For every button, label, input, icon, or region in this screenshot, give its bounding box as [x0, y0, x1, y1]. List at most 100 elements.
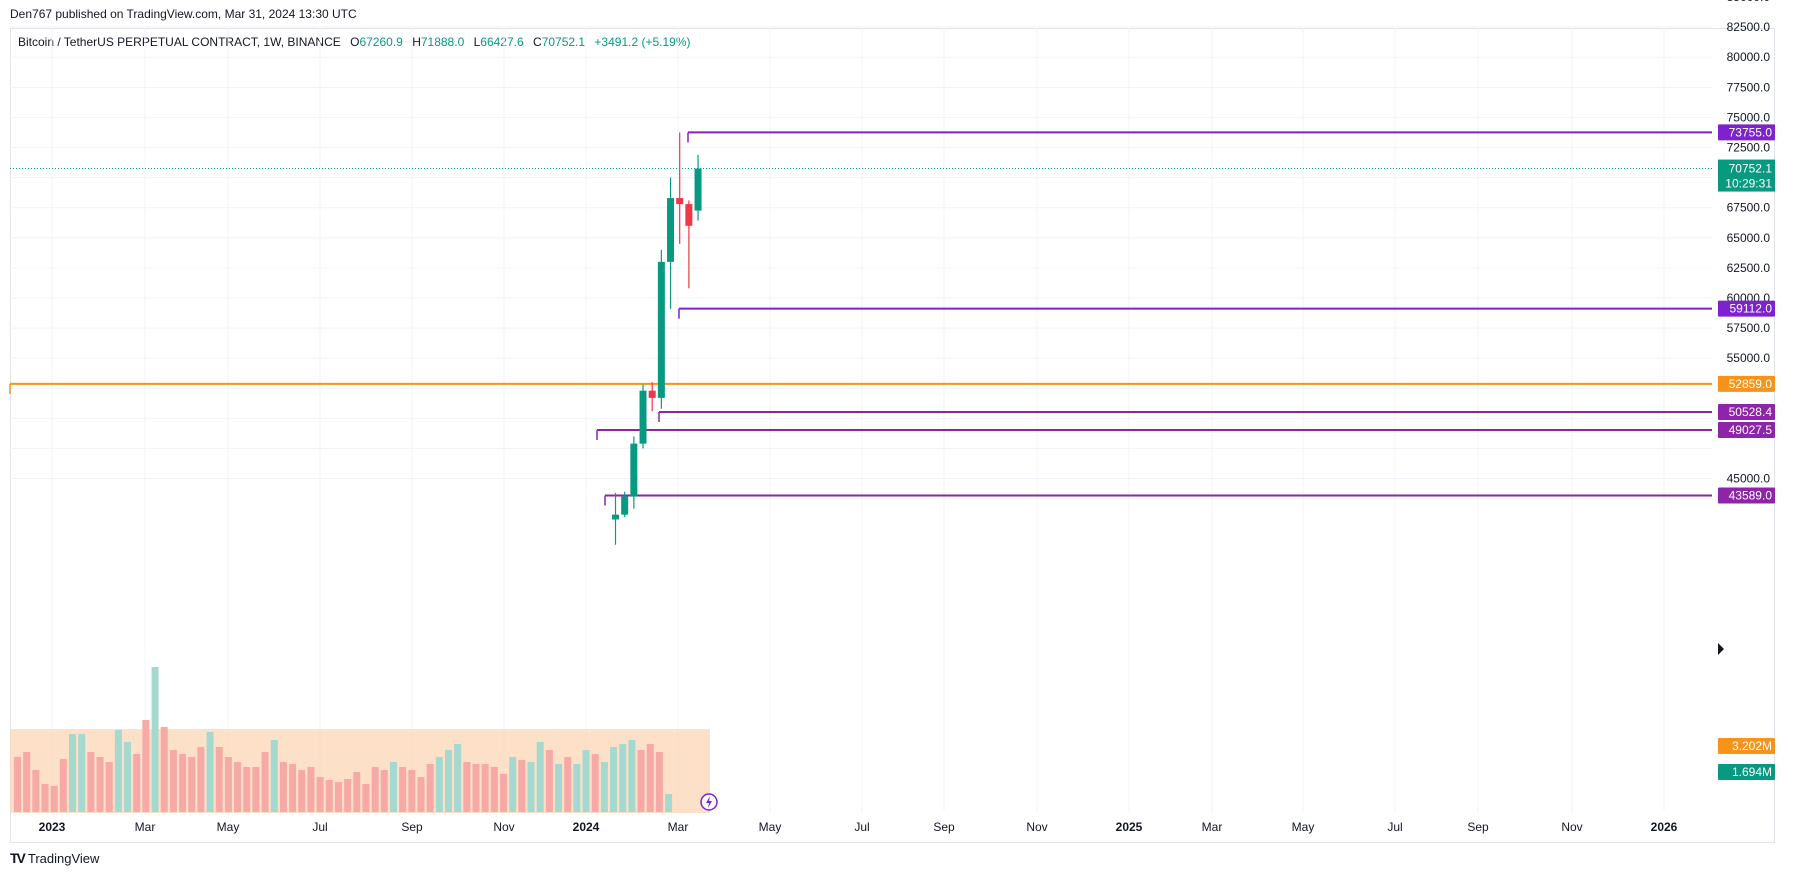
volume-bar: [298, 770, 306, 812]
candle-body[interactable]: [612, 514, 620, 520]
volume-bar: [490, 767, 498, 812]
level-badge-bg[interactable]: [1718, 487, 1775, 504]
level-badge: 43589.0: [1729, 489, 1773, 503]
volume-bar: [389, 762, 397, 812]
volume-bar: [105, 762, 113, 812]
volume-bar: [353, 772, 361, 812]
level-badge-bg[interactable]: [1718, 300, 1775, 317]
candle-body[interactable]: [694, 168, 702, 211]
y-tick-label: 62500.0: [1727, 261, 1771, 275]
candle-body[interactable]: [657, 261, 665, 398]
level-badge: 52859.0: [1729, 377, 1773, 391]
high-value: 71888.0: [420, 35, 465, 49]
volume-bar: [151, 667, 159, 812]
volume-bar: [23, 752, 31, 812]
axis-marker-icon[interactable]: [1718, 643, 1724, 655]
level-badge: 73755.0: [1729, 125, 1773, 139]
x-tick-label: Mar: [1202, 820, 1223, 834]
volume-bar: [279, 762, 287, 812]
volume-bar: [206, 732, 214, 812]
y-tick-label: 82500.0: [1727, 20, 1771, 34]
y-tick-label: 77500.0: [1727, 80, 1771, 94]
candle-body[interactable]: [621, 496, 629, 515]
volume-bar: [417, 777, 425, 812]
volume-bar: [270, 740, 278, 812]
volume-bar: [32, 770, 40, 812]
y-tick-label: 72500.0: [1727, 141, 1771, 155]
volume-bar: [188, 757, 196, 812]
level-badge-bg[interactable]: [1718, 422, 1775, 439]
candle-body[interactable]: [685, 204, 693, 226]
volume-bar: [555, 764, 563, 812]
x-tick-label: Sep: [1467, 820, 1489, 834]
x-tick-label: Jul: [312, 820, 327, 834]
x-tick-label: Nov: [1561, 820, 1582, 834]
x-tick-label: Mar: [668, 820, 689, 834]
candle-body[interactable]: [648, 390, 656, 398]
volume-bar: [325, 780, 333, 812]
volume-badge-bg[interactable]: [1718, 738, 1775, 754]
candle-body[interactable]: [630, 443, 638, 497]
candle-body[interactable]: [639, 390, 647, 444]
volume-bar: [610, 747, 618, 812]
x-tick-label: 2025: [1116, 820, 1143, 834]
volume-bar: [655, 752, 663, 812]
level-badge-bg[interactable]: [1718, 403, 1775, 420]
volume-bar: [527, 762, 535, 812]
x-tick-label: May: [759, 820, 782, 834]
volume-bar: [362, 784, 370, 812]
volume-bar: [197, 747, 205, 812]
tradingview-logo-icon[interactable]: TV: [10, 850, 26, 866]
x-tick-label: Sep: [933, 820, 955, 834]
volume-bar: [646, 744, 654, 812]
volume-bar: [435, 757, 443, 812]
volume-bar: [564, 757, 572, 812]
volume-bar: [481, 764, 489, 812]
volume-bar: [50, 786, 58, 812]
candle-body[interactable]: [676, 198, 684, 205]
volume-bar: [215, 747, 223, 812]
volume-bar: [518, 760, 526, 812]
level-badge-bg[interactable]: [1718, 124, 1775, 141]
level-badge-bg[interactable]: [1718, 375, 1775, 392]
footer-brand[interactable]: TradingView: [27, 850, 100, 866]
volume-bar: [408, 770, 416, 812]
change-value: +3491.2 (+5.19%): [594, 35, 691, 49]
y-tick-label: 75000.0: [1727, 110, 1771, 124]
x-tick-label: May: [1292, 820, 1315, 834]
last-price-badge-bg[interactable]: [1718, 159, 1775, 192]
level-badge: 49027.5: [1729, 423, 1773, 437]
countdown-label: 10:29:31: [1725, 177, 1772, 191]
x-tick-label: May: [217, 820, 240, 834]
volume-bar: [463, 762, 471, 812]
volume-bar: [289, 764, 297, 812]
x-tick-label: Mar: [135, 820, 156, 834]
volume-bar: [582, 750, 590, 812]
volume-bar: [637, 750, 645, 812]
volume-bar: [619, 744, 627, 812]
volume-bar: [371, 767, 379, 812]
volume-bar: [59, 759, 67, 812]
open-value: 67260.9: [359, 35, 403, 49]
y-tick-label: 80000.0: [1727, 50, 1771, 64]
volume-bar: [179, 754, 187, 812]
volume-bar: [509, 757, 517, 812]
lightning-icon-glyph: [706, 796, 712, 808]
x-tick-label: 2026: [1651, 820, 1678, 834]
symbol-name[interactable]: Bitcoin / TetherUS PERPETUAL CONTRACT, 1…: [18, 35, 341, 49]
volume-bar: [14, 757, 21, 812]
volume-bar: [334, 782, 342, 812]
volume-bar: [41, 784, 49, 812]
volume-bar: [96, 757, 104, 812]
volume-bar: [124, 742, 132, 812]
volume-bar: [316, 777, 324, 812]
x-tick-label: Sep: [401, 820, 423, 834]
volume-bar: [234, 762, 242, 812]
volume-bar: [142, 720, 150, 812]
candle-body[interactable]: [667, 198, 675, 262]
low-value: 66427.6: [480, 35, 524, 49]
close-label: C: [533, 35, 542, 49]
volume-badge-bg[interactable]: [1718, 764, 1775, 780]
volume-bar: [133, 754, 141, 812]
